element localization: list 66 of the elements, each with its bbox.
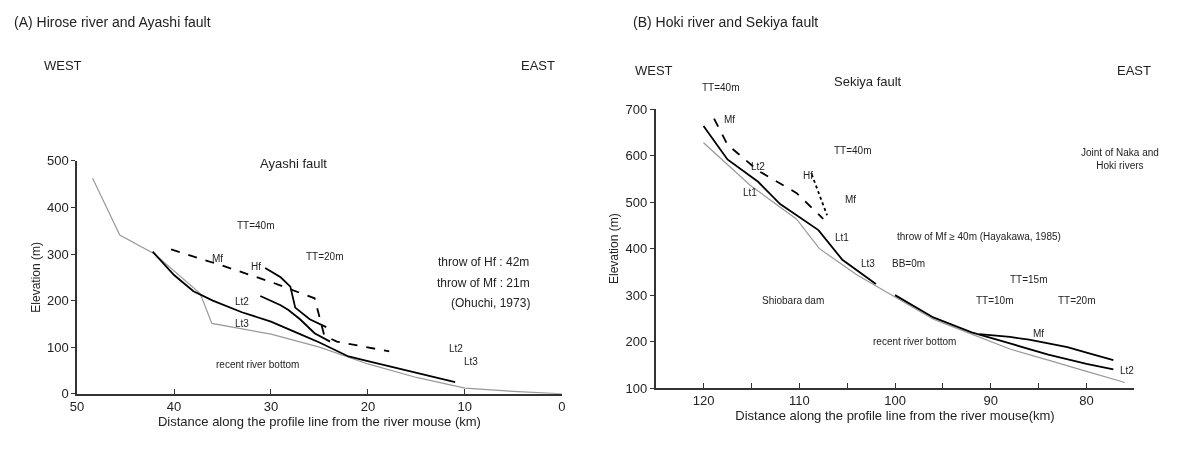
annotation: Lt1 [835,232,850,243]
annotation: Mf [845,194,857,205]
y-tick-label: 600 [625,148,648,164]
y-tick-label: 200 [47,293,69,309]
annotation: TT=40m [237,220,275,231]
x-tick-label: 80 [1079,393,1094,409]
x-tick-label: 10 [457,399,473,415]
y-axis-title: Elevation (m) [28,241,43,313]
y-tick-label: 400 [625,241,648,257]
annotation: Joint of Naka and Hoki rivers [1081,147,1159,171]
annotation: throw of Hf : 42m [438,255,530,269]
x-tick-label: 0 [558,399,566,415]
annotation: throw of Mf ≥ 40m (Hayakawa, 1985) [897,231,1061,242]
text: EAST [521,58,556,73]
chart-title: (B) Hoki river and Sekiya fault [633,14,819,30]
chart-title: (A) Hirose river and Ayashi fault [14,14,211,30]
annotation: throw of Mf : 21m [437,276,530,290]
x-tick-label: 50 [69,399,85,415]
annotation: Lt1 [743,187,758,198]
y-tick-label: 100 [625,380,648,396]
annotation: TT=15m [1010,274,1048,285]
annotation: Mf [724,114,736,125]
x-axis-title: Distance along the profile line from the river mouse(km) [735,408,1055,424]
annotation: TT=20m [306,251,344,262]
y-tick-label: 700 [625,101,648,117]
y-tick-label: 500 [625,194,648,210]
annotation: Ayashi fault [260,156,328,171]
x-tick-label: 40 [166,399,182,415]
text: WEST [635,63,673,78]
annotation: Hf [803,170,814,181]
x-tick-label: 20 [360,399,376,415]
annotation: BB=0m [892,258,926,269]
x-tick-label: 120 [692,393,715,409]
annotation: Lt3 [235,318,250,329]
annotation: (Ohuchi, 1973) [451,296,531,310]
annotation: Lt2 [235,296,250,307]
y-tick-label: 300 [47,246,69,262]
y-tick-label: 500 [47,153,69,169]
annotation: recent river bottom [216,359,300,370]
annotation: recent river bottom [873,336,957,347]
annotation: Lt2 [751,161,766,172]
text: EAST [1117,63,1152,78]
annotation: Lt2 [449,343,464,354]
y-tick-label: 400 [47,200,69,216]
y-tick-label: 300 [625,287,648,303]
y-axis-title: Elevation (m) [607,213,622,285]
annotation: Lt2 [1120,365,1135,376]
text: Sekiya fault [834,74,902,89]
annotation: Hf [251,261,262,272]
y-tick-label: 200 [625,334,648,350]
annotation: Mf [212,253,224,264]
annotation: TT=20m [1058,295,1096,306]
text: TT=40m [702,82,740,93]
x-tick-label: 100 [884,393,906,409]
annotation: Lt3 [861,258,876,269]
x-tick-label: 110 [788,393,810,409]
annotation: TT=10m [976,295,1014,306]
annotation: Shiobara dam [762,295,825,306]
text: WEST [44,58,82,73]
annotation: Mf [1033,328,1045,339]
annotation: Lt3 [464,356,479,367]
annotation: TT=40m [834,145,872,156]
x-tick-label: 90 [983,393,999,409]
y-tick-label: 100 [47,339,69,355]
x-tick-label: 30 [263,399,279,415]
x-axis-title: Distance along the profile line from the river mouse (km) [157,414,481,430]
